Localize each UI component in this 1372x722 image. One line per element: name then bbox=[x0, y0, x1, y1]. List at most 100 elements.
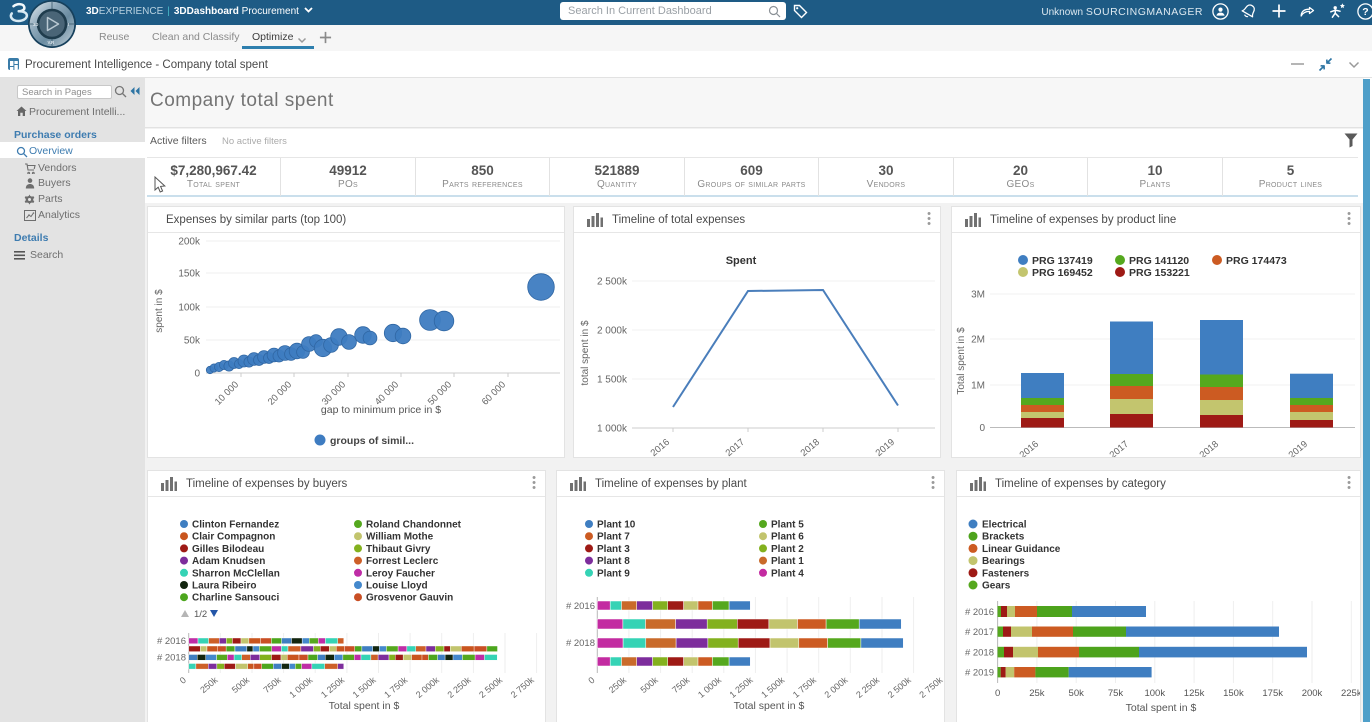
svg-text:PRG 169452: PRG 169452 bbox=[1032, 267, 1093, 279]
svg-text:60 000: 60 000 bbox=[480, 379, 508, 407]
svg-text:PRG 141120: PRG 141120 bbox=[1129, 255, 1189, 267]
svg-text:Plant 3: Plant 3 bbox=[597, 544, 630, 555]
svg-text:1 250k: 1 250k bbox=[728, 675, 756, 700]
svg-text:0: 0 bbox=[194, 369, 200, 380]
svg-text:150k: 150k bbox=[1223, 688, 1244, 699]
svg-text:Forrest Leclerc: Forrest Leclerc bbox=[366, 556, 439, 567]
svg-text:Spent: Spent bbox=[726, 255, 757, 267]
svg-text:150k: 150k bbox=[178, 269, 201, 280]
svg-text:2018: 2018 bbox=[799, 437, 822, 457]
svg-text:Plant 4: Plant 4 bbox=[771, 568, 804, 579]
svg-text:Linear Guidance: Linear Guidance bbox=[982, 544, 1061, 555]
svg-text:3D: 3D bbox=[33, 22, 38, 27]
svg-text:PRG 174473: PRG 174473 bbox=[1226, 255, 1287, 267]
svg-text:Brackets: Brackets bbox=[982, 532, 1025, 543]
svg-text:# 2018: # 2018 bbox=[965, 648, 994, 659]
svg-text:175k: 175k bbox=[1262, 688, 1283, 699]
svg-text:1 000k: 1 000k bbox=[287, 675, 315, 700]
svg-text:25k: 25k bbox=[1029, 688, 1045, 699]
svg-text:Clair Compagnon: Clair Compagnon bbox=[192, 532, 275, 543]
svg-text:750k: 750k bbox=[670, 675, 692, 696]
svg-text:10 000: 10 000 bbox=[213, 379, 241, 407]
svg-text:Sharron McClellan: Sharron McClellan bbox=[192, 568, 280, 579]
svg-text:1 500k: 1 500k bbox=[597, 375, 628, 386]
svg-text:500k: 500k bbox=[638, 675, 660, 696]
svg-text:2016: 2016 bbox=[1018, 439, 1041, 457]
svg-text:# 2019: # 2019 bbox=[965, 668, 994, 679]
svg-text:V.R: V.R bbox=[48, 40, 55, 45]
svg-text:250k: 250k bbox=[607, 675, 629, 696]
svg-text:1 750k: 1 750k bbox=[791, 675, 819, 700]
svg-text:750k: 750k bbox=[261, 675, 283, 696]
svg-text:Plant 9: Plant 9 bbox=[597, 568, 630, 579]
svg-text:500k: 500k bbox=[230, 675, 252, 696]
svg-text:spent in $: spent in $ bbox=[154, 289, 165, 333]
svg-text:Roland Chandonnet: Roland Chandonnet bbox=[366, 520, 462, 531]
svg-text:2M: 2M bbox=[971, 335, 985, 346]
svg-text:1/2: 1/2 bbox=[194, 609, 207, 620]
svg-text:?: ? bbox=[1362, 6, 1368, 18]
svg-text:# 2018: # 2018 bbox=[566, 638, 595, 649]
svg-text:100k: 100k bbox=[178, 303, 201, 314]
svg-text:2 000k: 2 000k bbox=[597, 326, 628, 337]
svg-text:Total spent in $: Total spent in $ bbox=[956, 327, 967, 395]
svg-text:2017: 2017 bbox=[1108, 439, 1131, 457]
svg-text:Laura Ribeiro: Laura Ribeiro bbox=[192, 581, 256, 592]
svg-text:225k: 225k bbox=[1341, 688, 1360, 699]
svg-text:Grosvenor Gauvin: Grosvenor Gauvin bbox=[366, 593, 453, 604]
svg-text:2 500k: 2 500k bbox=[597, 277, 628, 288]
svg-text:20 000: 20 000 bbox=[266, 379, 294, 407]
svg-text:3M: 3M bbox=[971, 290, 985, 301]
svg-text:Bearings: Bearings bbox=[982, 556, 1025, 567]
svg-text:Plant 8: Plant 8 bbox=[597, 556, 630, 567]
svg-text:Plant 10: Plant 10 bbox=[597, 520, 636, 531]
svg-text:William Mothe: William Mothe bbox=[366, 532, 434, 543]
svg-text:2 250k: 2 250k bbox=[854, 675, 882, 700]
svg-text:# 2016: # 2016 bbox=[965, 607, 994, 618]
svg-text:2 000k: 2 000k bbox=[414, 675, 442, 700]
svg-text:2 250k: 2 250k bbox=[446, 675, 474, 700]
svg-text:2 000k: 2 000k bbox=[822, 675, 850, 700]
svg-text:Leroy Faucher: Leroy Faucher bbox=[366, 568, 435, 579]
svg-text:2 750k: 2 750k bbox=[509, 675, 537, 700]
svg-text:50k: 50k bbox=[1069, 688, 1085, 699]
svg-text:2019: 2019 bbox=[874, 437, 897, 457]
svg-text:2 500k: 2 500k bbox=[477, 675, 505, 700]
svg-text:Plant 1: Plant 1 bbox=[771, 556, 804, 567]
svg-text:75k: 75k bbox=[1108, 688, 1124, 699]
svg-text:2017: 2017 bbox=[724, 437, 747, 457]
svg-text:Gilles Bilodeau: Gilles Bilodeau bbox=[192, 544, 264, 555]
svg-text:2 750k: 2 750k bbox=[917, 675, 944, 700]
svg-text:Adam Knudsen: Adam Knudsen bbox=[192, 556, 265, 567]
svg-text:groups of simil...: groups of simil... bbox=[330, 435, 414, 447]
svg-text:250k: 250k bbox=[198, 675, 220, 696]
svg-text:# 2016: # 2016 bbox=[566, 601, 595, 612]
svg-text:Plant 2: Plant 2 bbox=[771, 544, 804, 555]
svg-text:1 000k: 1 000k bbox=[696, 675, 724, 700]
svg-text:Total spent in $: Total spent in $ bbox=[1126, 702, 1197, 714]
svg-text:Thibaut Givry: Thibaut Givry bbox=[366, 544, 431, 555]
svg-text:125k: 125k bbox=[1184, 688, 1205, 699]
svg-text:1 250k: 1 250k bbox=[319, 675, 347, 700]
svg-text:0: 0 bbox=[995, 688, 1000, 699]
svg-text:Electrical: Electrical bbox=[982, 520, 1027, 531]
svg-text:PRG 153221: PRG 153221 bbox=[1129, 267, 1190, 279]
svg-text:200k: 200k bbox=[1302, 688, 1323, 699]
svg-text:Charline Sansouci: Charline Sansouci bbox=[192, 593, 279, 604]
svg-text:Plant 5: Plant 5 bbox=[771, 520, 804, 531]
svg-text:2019: 2019 bbox=[1287, 439, 1310, 457]
svg-text:50k: 50k bbox=[184, 336, 201, 347]
svg-text:Plant 7: Plant 7 bbox=[597, 532, 630, 543]
svg-text:gap to minimum price in $: gap to minimum price in $ bbox=[321, 404, 441, 416]
svg-text:total spent in $: total spent in $ bbox=[580, 320, 591, 385]
svg-text:# 2017: # 2017 bbox=[965, 627, 994, 638]
svg-text:2 500k: 2 500k bbox=[886, 675, 914, 700]
svg-text:2016: 2016 bbox=[649, 437, 672, 457]
svg-text:1 500k: 1 500k bbox=[759, 675, 787, 700]
svg-text:1 500k: 1 500k bbox=[351, 675, 379, 700]
svg-text:# 2018: # 2018 bbox=[157, 653, 186, 664]
svg-text:Louise Lloyd: Louise Lloyd bbox=[366, 581, 428, 592]
svg-text:2018: 2018 bbox=[1198, 439, 1221, 457]
svg-text:Total spent in $: Total spent in $ bbox=[329, 700, 400, 712]
svg-text:# 2016: # 2016 bbox=[157, 636, 186, 647]
